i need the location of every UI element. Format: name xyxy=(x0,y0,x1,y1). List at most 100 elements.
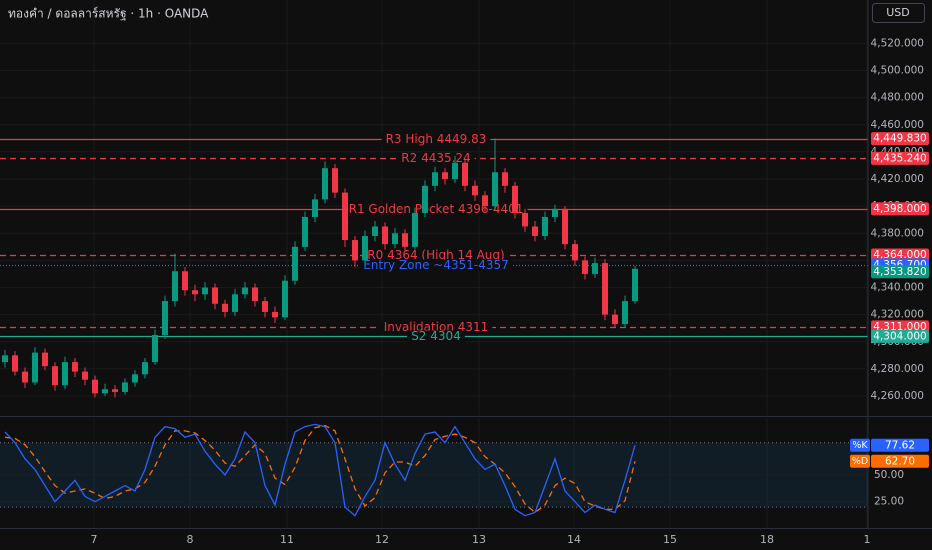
candles-layer xyxy=(2,138,638,398)
candle-body xyxy=(12,355,18,372)
candle-body xyxy=(302,216,308,247)
candle-body xyxy=(622,301,628,325)
candle-body xyxy=(282,280,288,318)
x-tick-label: 12 xyxy=(375,533,389,546)
candle-body xyxy=(142,362,148,375)
level-label-bg xyxy=(381,133,491,146)
y-tick-label: 4,380.000 xyxy=(871,227,924,239)
candle-body xyxy=(422,185,428,213)
y-tick-label: 4,520.000 xyxy=(871,37,924,49)
candle-body xyxy=(592,263,598,274)
y-tick-label: 4,460.000 xyxy=(871,119,924,131)
candle-body xyxy=(72,362,78,372)
osc-line xyxy=(4,424,636,514)
candle-body xyxy=(572,244,578,261)
price-tag xyxy=(871,329,929,343)
price-tag xyxy=(871,248,929,262)
candle-body xyxy=(122,382,128,392)
candle-body xyxy=(522,212,528,227)
candle-body xyxy=(582,260,588,274)
x-tick-label: 18 xyxy=(760,533,774,546)
level-label: R3 High 4449.83 xyxy=(386,132,487,146)
axis-layer: 7811121314151814,260.0004,280.0004,300.0… xyxy=(91,37,929,546)
price-tag-label: 4,353.820 xyxy=(873,266,926,278)
level-label: R0 4364 (High 14 Aug) xyxy=(367,248,504,262)
level-label: Entry Zone ~4351-4357 xyxy=(363,258,509,272)
x-tick-label: 7 xyxy=(91,533,98,546)
candle-body xyxy=(452,162,458,180)
candle-body xyxy=(192,290,198,295)
candle-body xyxy=(402,233,408,247)
price-tag-label: 4,435.240 xyxy=(873,152,926,164)
currency-button[interactable] xyxy=(872,3,925,23)
candle-body xyxy=(492,172,498,207)
candle-body xyxy=(222,303,228,312)
price-tag xyxy=(871,454,929,468)
oscillator-layer xyxy=(0,423,868,517)
candle-body xyxy=(272,311,278,318)
level-label-bg xyxy=(359,259,513,272)
candle-body xyxy=(372,226,378,236)
osc-tick-label: 50.00 xyxy=(874,469,904,481)
price-tag-label: 62.70 xyxy=(885,455,915,467)
candle-body xyxy=(202,287,208,295)
candle-body xyxy=(442,172,448,180)
y-tick-label: 4,320.000 xyxy=(871,309,924,321)
candle-body xyxy=(182,271,188,291)
candle-body xyxy=(612,314,618,325)
symbol-title: ทองคำ / ดอลลาร์สหรัฐ · 1h · OANDA xyxy=(8,7,209,21)
price-tag-label: 77.62 xyxy=(885,439,915,451)
level-label-bg xyxy=(344,203,528,216)
candle-body xyxy=(532,226,538,236)
candle-body xyxy=(552,208,558,217)
candle-body xyxy=(102,389,108,394)
candle-body xyxy=(152,334,158,363)
candle-body xyxy=(22,371,28,383)
candle-body xyxy=(392,233,398,245)
candle-body xyxy=(502,172,508,186)
osc-tick-label: 25.00 xyxy=(874,496,904,508)
level-label-bg xyxy=(407,330,465,343)
level-label: S2 4304 xyxy=(411,329,461,343)
y-tick-label: 4,420.000 xyxy=(871,173,924,185)
candle-body xyxy=(322,168,328,200)
price-tag-label: 4,449.830 xyxy=(873,133,926,145)
y-tick-label: 4,260.000 xyxy=(871,390,924,402)
y-tick-label: 4,480.000 xyxy=(871,92,924,104)
y-tick-label: 4,340.000 xyxy=(871,282,924,294)
y-tick-label: 4,500.000 xyxy=(871,65,924,77)
series-name-tag xyxy=(850,454,870,468)
price-tag xyxy=(871,151,929,165)
x-tick-label: 11 xyxy=(280,533,294,546)
candle-body xyxy=(232,294,238,312)
candle-body xyxy=(512,185,518,213)
price-tag-label: 4,364.000 xyxy=(873,249,926,261)
candle-body xyxy=(172,271,178,302)
candle-body xyxy=(332,168,338,193)
candle-body xyxy=(312,199,318,217)
currency-label: USD xyxy=(886,6,910,19)
x-tick-label: 15 xyxy=(663,533,677,546)
osc-line xyxy=(4,423,636,517)
candle-body xyxy=(92,379,98,394)
candle-body xyxy=(132,374,138,383)
candle-body xyxy=(432,172,438,186)
price-tag xyxy=(871,202,929,216)
candle-body xyxy=(2,355,8,363)
levels-layer: R3 High 4449.83 R2 4435.24 R1 Golden Pocke… xyxy=(0,132,868,343)
candle-body xyxy=(462,162,468,186)
x-tick-label: 8 xyxy=(187,533,194,546)
candle-body xyxy=(82,371,88,380)
candle-body xyxy=(542,216,548,236)
candle-body xyxy=(412,212,418,247)
candle-body xyxy=(292,246,298,281)
candle-body xyxy=(262,301,268,312)
candle-body xyxy=(252,287,258,302)
candle-body xyxy=(342,192,348,241)
price-tag-label: 4,398.000 xyxy=(873,203,926,215)
candle-body xyxy=(382,226,388,245)
candle-body xyxy=(482,195,488,207)
candle-body xyxy=(32,352,38,383)
grid-layer xyxy=(0,0,868,528)
